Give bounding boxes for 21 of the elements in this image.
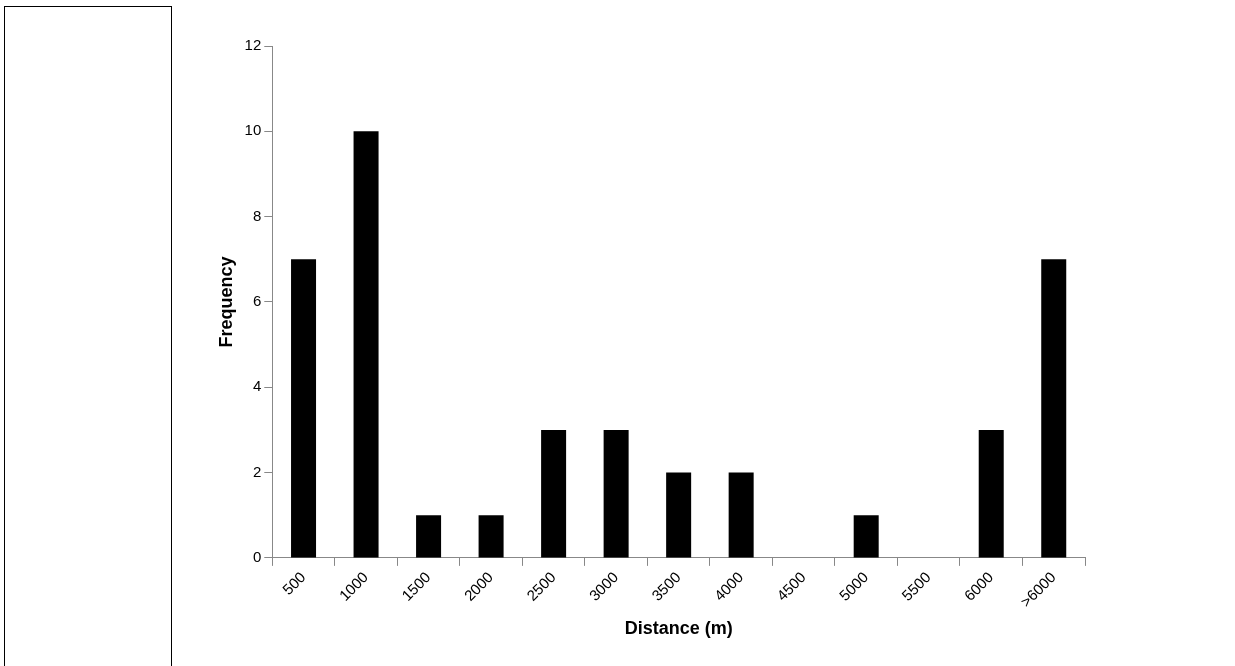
bar (541, 429, 567, 558)
bar (416, 515, 442, 558)
x-tick-label: 500 (278, 568, 309, 598)
y-tick-label: 2 (252, 462, 262, 480)
bar (666, 472, 692, 558)
y-axis-title: Frequency (215, 256, 236, 348)
bar (291, 259, 317, 558)
bar (853, 515, 879, 558)
x-axis-title: Distance (m) (624, 618, 733, 639)
bar (1041, 259, 1067, 558)
bar (353, 131, 379, 558)
bar (478, 515, 504, 558)
y-tick-label: 8 (252, 206, 262, 224)
y-tick-label: 10 (244, 121, 262, 139)
y-tick-label: 12 (244, 36, 262, 54)
y-tick-label: 4 (252, 377, 262, 395)
bar (728, 472, 754, 558)
bar (603, 429, 629, 558)
y-tick-label: 0 (252, 548, 262, 566)
y-tick-label: 6 (252, 292, 262, 310)
bar (978, 429, 1004, 558)
